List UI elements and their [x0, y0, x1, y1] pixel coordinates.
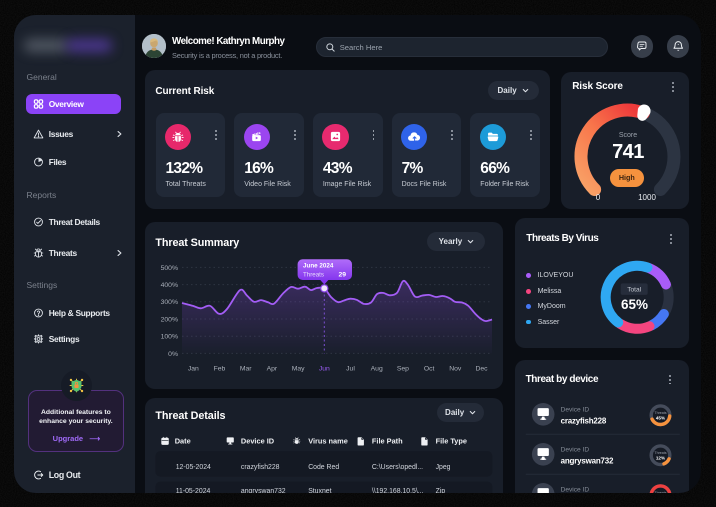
svg-text:June 2024: June 2024: [303, 262, 334, 269]
svg-text:500%: 500%: [161, 264, 178, 271]
svg-text:100%: 100%: [161, 333, 178, 340]
svg-text:11-05-2024: 11-05-2024: [176, 488, 211, 493]
svg-text:65%: 65%: [621, 297, 648, 312]
svg-text:Jan: Jan: [188, 365, 199, 372]
svg-text:File Type: File Type: [436, 437, 467, 446]
svg-text:Threats: Threats: [303, 271, 324, 278]
svg-text:Total: Total: [627, 287, 641, 294]
svg-text:Device ID: Device ID: [560, 446, 589, 453]
svg-text:Virus name: Virus name: [308, 437, 348, 446]
svg-text:Jpeg: Jpeg: [436, 464, 451, 471]
svg-text:0%: 0%: [168, 350, 178, 357]
svg-text:29: 29: [338, 271, 346, 278]
svg-text:Code Red: Code Red: [308, 464, 339, 471]
svg-text:Threats: Threats: [654, 491, 666, 493]
svg-text:Zip: Zip: [436, 488, 446, 493]
svg-text:Mar: Mar: [240, 365, 252, 372]
svg-text:File Path: File Path: [372, 437, 403, 446]
svg-text:Aug: Aug: [371, 365, 383, 372]
svg-text:Device ID: Device ID: [241, 437, 275, 446]
svg-text:12%: 12%: [656, 455, 665, 460]
svg-text:Threats: Threats: [654, 451, 666, 455]
svg-text:400%: 400%: [161, 282, 178, 289]
svg-text:Jul: Jul: [346, 365, 355, 372]
svg-text:\\192.168.10.5\...: \\192.168.10.5\...: [372, 488, 424, 493]
svg-text:angryswan732: angryswan732: [560, 456, 613, 465]
svg-text:Apr: Apr: [267, 365, 278, 372]
svg-text:Feb: Feb: [214, 365, 226, 372]
svg-text:May: May: [292, 365, 305, 372]
svg-text:Device ID: Device ID: [560, 486, 589, 493]
svg-text:45%: 45%: [656, 415, 665, 420]
svg-text:Sep: Sep: [397, 365, 409, 372]
svg-text:Date: Date: [175, 437, 191, 446]
svg-text:C:\Users\opedl...: C:\Users\opedl...: [372, 464, 423, 471]
svg-text:angryswan732: angryswan732: [241, 488, 286, 493]
svg-text:12-05-2024: 12-05-2024: [176, 464, 211, 471]
svg-text:Nov: Nov: [449, 365, 462, 372]
svg-text:200%: 200%: [161, 316, 178, 323]
svg-text:300%: 300%: [161, 299, 178, 306]
svg-text:Device ID: Device ID: [560, 406, 589, 413]
svg-text:Stuxnet: Stuxnet: [308, 488, 331, 493]
svg-text:Threats: Threats: [654, 411, 666, 415]
svg-text:Dec: Dec: [475, 365, 488, 372]
svg-text:crazyfish228: crazyfish228: [560, 416, 606, 425]
svg-text:Jun: Jun: [319, 365, 330, 372]
svg-text:crazyfish228: crazyfish228: [241, 464, 280, 471]
svg-text:Oct: Oct: [424, 365, 435, 372]
